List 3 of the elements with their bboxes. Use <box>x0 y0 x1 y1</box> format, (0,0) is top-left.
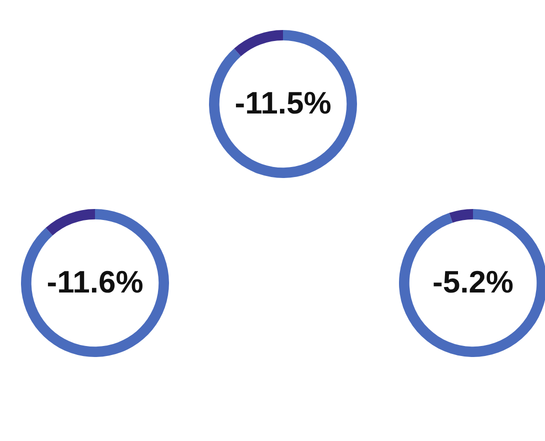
text: -11.6% <box>46 264 144 300</box>
text: -5.2% <box>432 264 514 300</box>
text: -11.5% <box>234 86 332 121</box>
